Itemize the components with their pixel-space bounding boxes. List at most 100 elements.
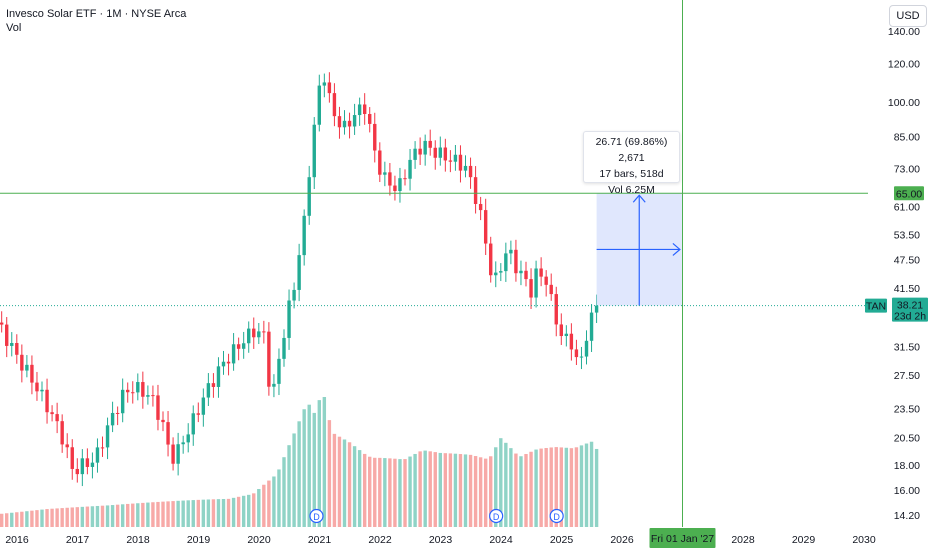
candle [141,382,145,397]
candle [191,413,195,435]
time-tick-label: 2025 [550,534,574,546]
measure-tool[interactable] [596,193,682,306]
volume-bar [252,493,256,527]
price-tick-label: 100.00 [888,97,920,109]
candle [100,447,105,449]
horizontal-line-price-label: 65.00 [896,188,922,200]
candle [136,382,140,393]
candle [347,120,352,127]
volume-bar [65,507,69,527]
volume-bar [20,511,24,527]
candle [327,82,332,94]
volume-bar [368,456,372,527]
time-axis[interactable]: 2016 2017 2018 2019 2020 2021 2022 2023 2024 2025… [5,528,876,548]
candle [569,333,574,350]
candle [373,123,377,151]
ticker-badge[interactable] [865,298,887,313]
candle [514,249,518,274]
candle [0,322,4,325]
candle [90,462,95,467]
volume-bar [352,446,357,527]
candle [50,412,54,415]
volume-bar [388,458,392,527]
candle [25,364,29,371]
candle [463,165,468,171]
volume-bar [337,436,342,527]
candle [206,383,211,398]
volume-bar [514,453,518,527]
time-tick-label: 2023 [429,534,453,546]
volume-bar [50,508,54,527]
measure-change: 26.71 (69.86%) 2,671 [595,136,668,164]
dividend-marker[interactable] [489,508,504,524]
volume-bar [398,459,402,527]
volume-bars [0,397,599,527]
candles [0,72,599,487]
candle [166,422,170,445]
candle [519,270,523,274]
candle [438,147,442,158]
dividend-marker[interactable] [549,508,564,524]
time-tick-label: 2016 [5,534,29,546]
last-price-label: 38.21 [897,300,923,312]
candle [272,383,276,387]
candle [362,104,367,114]
candle [368,113,372,124]
candle [393,185,397,191]
time-tick-label: 2022 [368,534,392,546]
volume-bar [347,442,352,527]
volume-bar [302,409,306,527]
volume-bar [584,443,589,527]
volume-bar [453,453,458,527]
candle [312,124,316,178]
candle [579,356,584,358]
candle [181,442,185,445]
volume-bar [373,457,377,527]
volume-bar [408,456,412,527]
price-axis[interactable]: 14.2016.0018.0020.5023.5027.5031.5036.50… [865,26,928,522]
last-price-badge[interactable] [892,297,928,322]
vertical-line-date-badge[interactable] [649,528,716,548]
volume-bar [131,503,135,527]
volume-bar [282,457,286,527]
horizontal-line-price-badge[interactable] [894,186,924,201]
volume-bar [267,480,271,527]
price-tick-label: 16.00 [894,485,920,497]
candle [236,344,241,349]
candle [60,421,64,445]
volume-bar [272,476,276,527]
volume-bar [463,454,468,527]
candle [105,425,110,448]
candle [131,392,135,394]
ticker-label: TAN [866,301,886,313]
bar-countdown-label: 23d 2h [894,311,926,323]
arrow-up-icon [632,194,646,203]
volume-bar [216,499,221,527]
candle [161,419,165,423]
volume-bar [45,509,49,527]
volume-bar [579,445,584,527]
volume-bar [156,501,160,527]
volume-bar [70,507,74,527]
measure-volume: Vol 6.25M [608,184,655,196]
volume-legend[interactable]: Vol [6,22,22,34]
candle [231,344,236,364]
price-tick-label: 23.50 [894,403,920,415]
currency-button[interactable]: USD [889,5,927,27]
volume-bar [383,458,387,527]
volume-bar [509,448,513,527]
price-tick-label: 41.50 [894,283,920,295]
dividend-marker[interactable] [309,508,324,524]
price-tick-label: 85.00 [894,132,920,144]
volume-bar [55,508,59,527]
guide-lines[interactable] [0,0,868,527]
volume-bar [524,453,528,527]
candle [216,366,221,387]
volume-bar [120,504,125,527]
symbol-title[interactable]: Invesco Solar ETF · 1M · NYSE Arca [6,8,187,20]
price-tick-label: 47.50 [894,255,920,267]
price-tick-label: 18.00 [894,460,920,472]
candle [554,294,558,325]
